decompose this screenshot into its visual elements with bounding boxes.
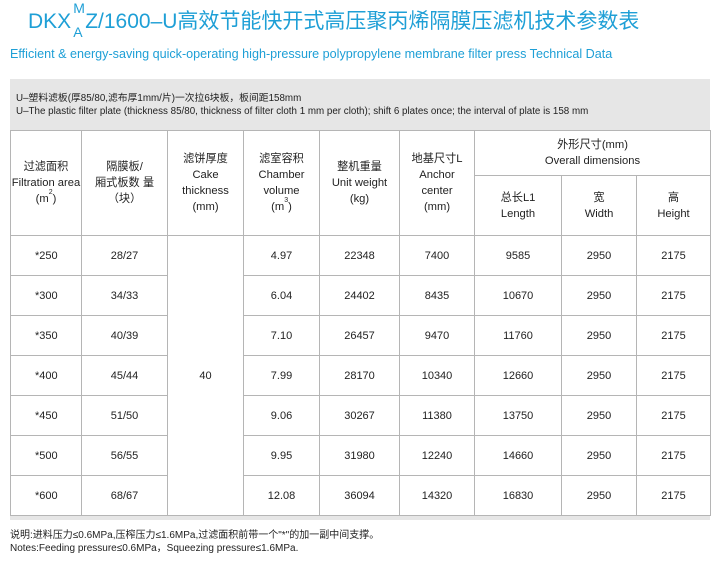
cell-width: 2950 xyxy=(561,395,637,436)
header-area: 过滤面积 Filtration area (m2) xyxy=(10,130,82,236)
cell-area: *350 xyxy=(10,315,82,356)
cell-length: 16830 xyxy=(474,475,562,516)
cell-height: 2175 xyxy=(636,475,711,516)
header-cake-thickness: 滤饼厚度 Cake thickness (mm) xyxy=(167,130,244,236)
title-model-prefix: DKX xyxy=(28,10,72,33)
cell-chamber: 7.10 xyxy=(243,315,320,356)
cell-width: 2950 xyxy=(561,355,637,396)
cell-plates: 45/44 xyxy=(81,355,168,396)
cell-plates: 68/67 xyxy=(81,475,168,516)
cell-plates: 40/39 xyxy=(81,315,168,356)
intro-line-cn: U–塑料滤板(厚85/80,滤布厚1mm/片)一次拉6块板，板间距158mm xyxy=(16,93,302,104)
header-width: 宽 Width xyxy=(561,175,637,236)
header-overall-dimensions: 外形尺寸(mm) Overall dimensions xyxy=(474,130,711,176)
header-length: 总长L1 Length xyxy=(474,175,562,236)
cell-length: 9585 xyxy=(474,235,562,276)
header-height: 高 Height xyxy=(636,175,711,236)
cell-chamber: 9.06 xyxy=(243,395,320,436)
cell-plates: 56/55 xyxy=(81,435,168,476)
page-title: DKX M A Z/1600–U高效节能快开式高压聚丙烯隔膜压滤机技术参数表 xyxy=(28,1,640,40)
cell-length: 11760 xyxy=(474,315,562,356)
cell-anchor: 10340 xyxy=(399,355,475,396)
header-unit-weight: 整机重量 Unit weight (kg) xyxy=(319,130,400,236)
cell-weight: 31980 xyxy=(319,435,400,476)
intro-text: U–塑料滤板(厚85/80,滤布厚1mm/片)一次拉6块板，板间距158mm U… xyxy=(16,92,706,118)
cell-anchor: 12240 xyxy=(399,435,475,476)
header-plates: 隔膜板/ 厢式板数 量 （块） xyxy=(81,130,168,236)
cell-height: 2175 xyxy=(636,435,711,476)
cell-plates: 34/33 xyxy=(81,275,168,316)
cell-height: 2175 xyxy=(636,315,711,356)
cell-plates: 51/50 xyxy=(81,395,168,436)
table-row: *300 34/33 6.04 24402 8435 10670 2950 21… xyxy=(10,275,711,316)
cell-anchor: 11380 xyxy=(399,395,475,436)
cell-width: 2950 xyxy=(561,435,637,476)
intro-line-en: U–The plastic filter plate (thickness 85… xyxy=(16,106,589,117)
cell-anchor: 9470 xyxy=(399,315,475,356)
cell-chamber: 9.95 xyxy=(243,435,320,476)
cell-weight: 28170 xyxy=(319,355,400,396)
cell-chamber: 4.97 xyxy=(243,235,320,276)
cell-anchor: 7400 xyxy=(399,235,475,276)
table-row: *400 45/44 7.99 28170 10340 12660 2950 2… xyxy=(10,355,711,396)
page-subtitle: Efficient & energy-saving quick-operatin… xyxy=(10,47,613,61)
header-anchor-center: 地基尺寸L Anchor center (mm) xyxy=(399,130,475,236)
table-row: *250 28/27 40 4.97 22348 7400 9585 2950 … xyxy=(10,235,711,516)
cell-area: *300 xyxy=(10,275,82,316)
cell-length: 10670 xyxy=(474,275,562,316)
cell-chamber: 7.99 xyxy=(243,355,320,396)
note-en: Notes:Feeding pressure≤0.6MPa，Squeezing … xyxy=(10,543,299,554)
notes: 说明:进料压力≤0.6MPa,压榨压力≤1.6MPa,过滤面积前带一个"*"的加… xyxy=(10,529,710,555)
cell-area: *600 xyxy=(10,475,82,516)
cell-height: 2175 xyxy=(636,275,711,316)
cell-plates: 28/27 xyxy=(81,235,168,276)
cell-weight: 22348 xyxy=(319,235,400,276)
cell-weight: 30267 xyxy=(319,395,400,436)
table-row: *350 40/39 7.10 26457 9470 11760 2950 21… xyxy=(10,315,711,356)
cell-chamber: 6.04 xyxy=(243,275,320,316)
table-row: *450 51/50 9.06 30267 11380 13750 2950 2… xyxy=(10,395,711,436)
cell-width: 2950 xyxy=(561,315,637,356)
cell-chamber: 12.08 xyxy=(243,475,320,516)
cell-length: 12660 xyxy=(474,355,562,396)
cell-area: *450 xyxy=(10,395,82,436)
cell-area: *500 xyxy=(10,435,82,476)
cell-height: 2175 xyxy=(636,395,711,436)
cell-height: 2175 xyxy=(636,355,711,396)
cell-anchor: 8435 xyxy=(399,275,475,316)
note-cn: 说明:进料压力≤0.6MPa,压榨压力≤1.6MPa,过滤面积前带一个"*"的加… xyxy=(10,530,380,541)
cell-length: 13750 xyxy=(474,395,562,436)
title-model-sub: A xyxy=(73,24,83,40)
cell-weight: 24402 xyxy=(319,275,400,316)
cell-area: *250 xyxy=(10,235,82,276)
table-head: 过滤面积 Filtration area (m2) 隔膜板/ 厢式板数 量 （块… xyxy=(10,130,711,236)
header-chamber-volume: 滤室容积 Chamber volume (m3) xyxy=(243,130,320,236)
table-body: *250 28/27 40 4.97 22348 7400 9585 2950 … xyxy=(10,235,711,516)
table-row: *500 56/55 9.95 31980 12240 14660 2950 2… xyxy=(10,435,711,476)
cell-length: 14660 xyxy=(474,435,562,476)
title-model-sup: M xyxy=(73,0,85,16)
cell-width: 2950 xyxy=(561,475,637,516)
table-row: *600 68/67 12.08 36094 14320 16830 2950 … xyxy=(10,475,711,516)
cell-cake-thickness: 40 xyxy=(167,235,244,516)
cell-anchor: 14320 xyxy=(399,475,475,516)
cell-width: 2950 xyxy=(561,235,637,276)
spec-table: 过滤面积 Filtration area (m2) 隔膜板/ 厢式板数 量 （块… xyxy=(10,130,711,516)
cell-weight: 36094 xyxy=(319,475,400,516)
cell-height: 2175 xyxy=(636,235,711,276)
title-text: Z/1600–U高效节能快开式高压聚丙烯隔膜压滤机技术参数表 xyxy=(85,10,640,33)
cell-weight: 26457 xyxy=(319,315,400,356)
cell-area: *400 xyxy=(10,355,82,396)
cell-width: 2950 xyxy=(561,275,637,316)
